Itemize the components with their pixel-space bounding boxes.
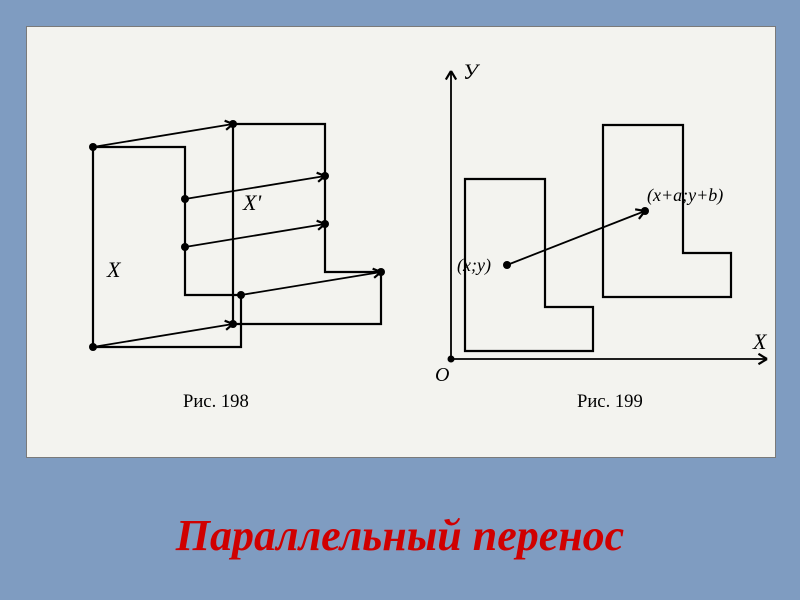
figure-left-svg: X X' Рис. 198 (33, 37, 413, 417)
svg-text:(x+a;y+b): (x+a;y+b) (647, 185, 723, 206)
slide: X X' Рис. 198 O X У (x;y) (x+a;y+b) Рис. 199 Па… (0, 0, 800, 600)
figure-right-svg: O X У (x;y) (x+a;y+b) Рис. 199 (387, 51, 787, 411)
svg-text:X': X' (242, 190, 261, 215)
svg-text:У: У (463, 59, 481, 84)
svg-text:X: X (752, 329, 768, 354)
svg-text:(x;y): (x;y) (457, 255, 491, 276)
figure-right: O X У (x;y) (x+a;y+b) Рис. 199 (387, 51, 787, 411)
svg-text:Рис. 198: Рис. 198 (183, 391, 249, 412)
figure-left: X X' Рис. 198 (33, 37, 413, 417)
svg-text:O: O (435, 364, 449, 386)
diagram-frame: X X' Рис. 198 O X У (x;y) (x+a;y+b) Рис. 199 (26, 26, 776, 458)
svg-text:Рис. 199: Рис. 199 (577, 391, 643, 411)
svg-text:X: X (106, 257, 122, 282)
slide-title: Параллельный перенос (0, 510, 800, 561)
